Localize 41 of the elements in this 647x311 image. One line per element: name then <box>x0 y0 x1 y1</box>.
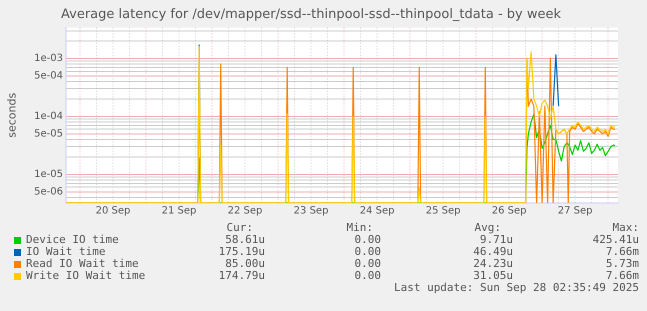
x-tick-label: 27 Sep <box>558 206 593 217</box>
y-axis-title: seconds <box>5 92 18 138</box>
text: Max: <box>612 221 639 234</box>
x-tick-label: 21 Sep <box>162 206 196 217</box>
text: 7.66m <box>606 245 639 258</box>
legend-label: Read IO Wait time <box>26 257 139 270</box>
y-tick-label: 5e-06 <box>34 186 63 198</box>
text: Min: <box>346 221 373 234</box>
text: 85.00u <box>225 257 265 270</box>
y-tick-label: 5e-04 <box>34 70 63 82</box>
text: 0.00 <box>354 269 381 282</box>
text: Last update: Sun Sep 28 02:35:49 2025 <box>394 281 639 294</box>
y-tick-label: 1e-04 <box>34 110 63 122</box>
text: 24.23u <box>473 257 513 270</box>
text: Avg: <box>474 221 501 234</box>
text: Cur: <box>226 221 253 234</box>
x-tick-label: 25 Sep <box>426 206 460 217</box>
x-tick-label: 26 Sep <box>492 206 526 217</box>
text: 31.05u <box>473 269 513 282</box>
chart-title: Average latency for /dev/mapper/ssd--thinpool-ssd--thinpool_tdata - by week <box>60 7 562 22</box>
legend-label: Write IO Wait time <box>26 269 146 282</box>
y-tick-label: 1e-05 <box>34 168 63 180</box>
text: 5.73m <box>606 257 639 270</box>
text: 46.49u <box>473 245 513 258</box>
text: 0.00 <box>354 245 381 258</box>
text: 174.79u <box>218 269 265 282</box>
x-tick-label: 20 Sep <box>96 206 130 217</box>
y-tick-label: 5e-05 <box>34 128 63 140</box>
x-tick-label: 22 Sep <box>228 206 262 217</box>
x-tick-label: 23 Sep <box>294 206 328 217</box>
text: 0.00 <box>354 233 381 246</box>
text: 58.61u <box>225 233 265 246</box>
text: 425.41u <box>592 233 639 246</box>
y-tick-label: 1e-03 <box>34 52 63 64</box>
x-tick-label: 24 Sep <box>360 206 394 217</box>
legend-label: Device IO time <box>26 233 119 246</box>
text: 175.19u <box>218 245 265 258</box>
text: 9.71u <box>480 233 513 246</box>
text: 0.00 <box>354 257 381 270</box>
text: 7.66m <box>606 269 639 282</box>
legend-label: IO Wait time <box>26 245 106 258</box>
